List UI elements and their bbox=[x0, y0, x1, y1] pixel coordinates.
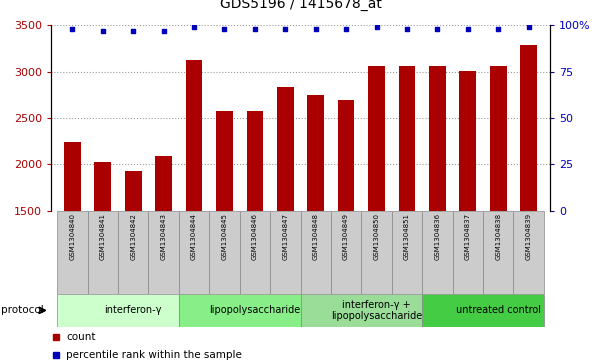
Bar bbox=[300, 211, 331, 294]
Point bbox=[67, 26, 77, 32]
Bar bbox=[216, 111, 233, 211]
Bar bbox=[209, 211, 240, 294]
Text: GSM1304850: GSM1304850 bbox=[374, 213, 380, 260]
Text: GSM1304842: GSM1304842 bbox=[130, 213, 136, 260]
Bar bbox=[422, 211, 453, 294]
Bar bbox=[88, 211, 118, 294]
Point bbox=[493, 26, 503, 32]
Bar bbox=[307, 95, 324, 211]
Bar bbox=[368, 66, 385, 211]
Text: protocol: protocol bbox=[1, 305, 44, 315]
Text: GSM1304846: GSM1304846 bbox=[252, 213, 258, 260]
Text: GSM1304849: GSM1304849 bbox=[343, 213, 349, 260]
Text: lipopolysaccharide: lipopolysaccharide bbox=[209, 305, 300, 315]
Text: GSM1304840: GSM1304840 bbox=[69, 213, 75, 260]
Point bbox=[372, 24, 382, 30]
Text: GSM1304838: GSM1304838 bbox=[495, 213, 501, 260]
Text: GSM1304841: GSM1304841 bbox=[100, 213, 106, 260]
Text: GSM1304839: GSM1304839 bbox=[526, 213, 532, 260]
Bar bbox=[94, 162, 111, 211]
Text: GSM1304836: GSM1304836 bbox=[435, 213, 441, 260]
Bar bbox=[422, 294, 544, 327]
Text: GSM1304851: GSM1304851 bbox=[404, 213, 410, 260]
Bar bbox=[179, 211, 209, 294]
Bar bbox=[148, 211, 179, 294]
Bar bbox=[240, 211, 270, 294]
Text: interferon-γ +
lipopolysaccharide: interferon-γ + lipopolysaccharide bbox=[331, 299, 422, 321]
Point bbox=[402, 26, 412, 32]
Text: GSM1304837: GSM1304837 bbox=[465, 213, 471, 260]
Point bbox=[341, 26, 351, 32]
Bar bbox=[490, 66, 507, 211]
Bar bbox=[179, 294, 300, 327]
Point bbox=[281, 26, 290, 32]
Bar bbox=[270, 211, 300, 294]
Point bbox=[219, 26, 229, 32]
Point bbox=[129, 28, 138, 34]
Text: untreated control: untreated control bbox=[456, 305, 541, 315]
Bar bbox=[64, 142, 81, 211]
Point bbox=[98, 28, 108, 34]
Point bbox=[463, 26, 472, 32]
Bar bbox=[57, 211, 88, 294]
Text: GSM1304848: GSM1304848 bbox=[313, 213, 319, 260]
Bar bbox=[125, 171, 142, 211]
Point bbox=[311, 26, 320, 32]
Text: count: count bbox=[66, 332, 96, 342]
Text: GSM1304844: GSM1304844 bbox=[191, 213, 197, 260]
Point bbox=[524, 24, 534, 30]
Bar bbox=[513, 211, 544, 294]
Bar bbox=[392, 211, 422, 294]
Text: percentile rank within the sample: percentile rank within the sample bbox=[66, 350, 242, 360]
Bar bbox=[118, 211, 148, 294]
Bar bbox=[453, 211, 483, 294]
Bar bbox=[338, 101, 355, 211]
Point bbox=[433, 26, 442, 32]
Text: GSM1304847: GSM1304847 bbox=[282, 213, 288, 260]
Bar bbox=[300, 294, 422, 327]
Text: interferon-γ: interferon-γ bbox=[105, 305, 162, 315]
Text: GSM1304845: GSM1304845 bbox=[221, 213, 227, 260]
Point bbox=[159, 28, 168, 34]
Bar bbox=[483, 211, 513, 294]
Text: GDS5196 / 1415678_at: GDS5196 / 1415678_at bbox=[219, 0, 382, 11]
Bar bbox=[186, 60, 203, 211]
Bar bbox=[246, 111, 263, 211]
Bar bbox=[361, 211, 392, 294]
Point bbox=[189, 24, 199, 30]
Text: GSM1304843: GSM1304843 bbox=[160, 213, 166, 260]
Bar bbox=[57, 294, 179, 327]
Point bbox=[250, 26, 260, 32]
Bar bbox=[331, 211, 361, 294]
Bar bbox=[520, 45, 537, 211]
Bar bbox=[155, 156, 172, 211]
Bar bbox=[398, 66, 415, 211]
Bar bbox=[277, 86, 294, 211]
Bar bbox=[429, 66, 446, 211]
Bar bbox=[459, 71, 476, 211]
